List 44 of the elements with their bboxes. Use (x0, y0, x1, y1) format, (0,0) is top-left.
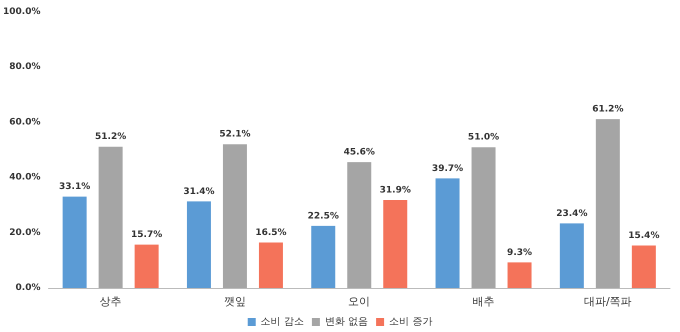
data-label: 23.4% (556, 208, 588, 219)
data-label: 31.9% (380, 185, 411, 196)
legend-label: 변화 없음 (324, 316, 368, 328)
x-tick-label: 상추 (100, 295, 122, 308)
x-tick-label: 대파/쪽파 (584, 295, 632, 308)
bar (436, 178, 460, 288)
bar (596, 119, 620, 288)
data-label: 51.0% (468, 132, 500, 143)
bar (186, 201, 211, 288)
x-tick-label: 배추 (472, 295, 495, 308)
bar (383, 200, 408, 288)
data-label: 16.5% (255, 228, 287, 238)
bar (472, 147, 496, 288)
legend-label: 소비 감소 (260, 316, 304, 328)
y-tick-label: 0.0% (16, 283, 40, 293)
bar (134, 244, 159, 288)
data-label: 45.6% (344, 148, 375, 158)
y-tick-label: 40.0% (9, 172, 40, 183)
data-label: 15.7% (131, 230, 162, 240)
x-tick-label: 깻잎 (224, 295, 246, 308)
bar (632, 245, 656, 288)
data-label: 39.7% (432, 164, 464, 174)
data-label: 33.1% (59, 182, 90, 192)
bar (62, 196, 87, 288)
data-label: 22.5% (308, 211, 339, 222)
x-tick-label: 오이 (348, 295, 370, 308)
data-label: 52.1% (219, 130, 251, 140)
bar (560, 223, 584, 288)
y-tick-label: 20.0% (9, 228, 40, 238)
bar (98, 146, 123, 288)
data-label: 61.2% (592, 104, 624, 115)
bar (258, 242, 283, 288)
data-label: 51.2% (95, 132, 126, 142)
y-tick-label: 100.0% (2, 7, 40, 17)
data-label: 15.4% (628, 230, 660, 241)
data-label: 9.3% (507, 248, 532, 258)
bar (311, 226, 336, 288)
data-label: 31.4% (183, 186, 215, 197)
bar (508, 262, 532, 288)
bar (347, 162, 372, 288)
bar (222, 144, 247, 288)
legend-label: 소비 증가 (389, 316, 432, 328)
y-tick-label: 60.0% (9, 117, 40, 128)
y-tick-label: 80.0% (9, 62, 40, 72)
